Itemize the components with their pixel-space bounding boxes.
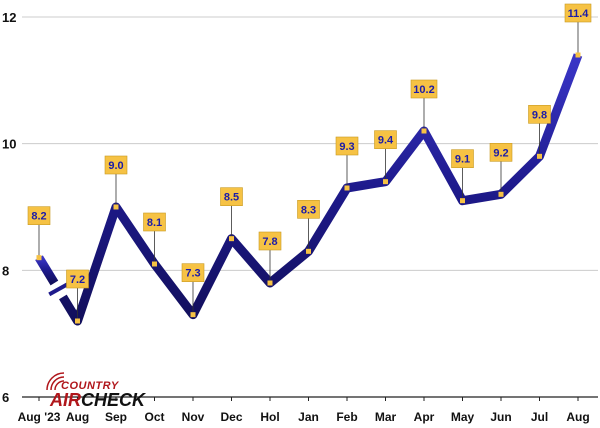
x-tick-label: Aug [66, 410, 89, 424]
x-tick-label: May [451, 410, 475, 424]
data-label-box [258, 231, 282, 251]
data-label: 8.2 [31, 211, 46, 223]
point-marker [460, 198, 465, 204]
data-label: 9.4 [378, 135, 394, 147]
data-label-box [489, 143, 513, 162]
series-line [35, 53, 583, 326]
x-tick-label: Dec [220, 410, 242, 424]
x-tick-label: Apr [414, 410, 435, 424]
gridlines [22, 16, 598, 398]
x-tick-label: Nov [182, 410, 205, 424]
data-label-box [66, 269, 89, 289]
x-tick-label: Sep [105, 410, 127, 424]
data-label: 9.8 [532, 109, 547, 121]
x-tick-label: Aug '23 [18, 410, 61, 424]
data-label: 7.3 [185, 268, 200, 280]
data-label-box [181, 263, 205, 282]
y-tick-label: 8 [2, 263, 9, 278]
point-marker [36, 255, 42, 261]
data-label-box [528, 105, 551, 124]
point-marker [498, 191, 504, 197]
y-tick-label: 12 [2, 10, 16, 25]
point-marker [75, 318, 80, 324]
logo-country-text: COUNTRY [61, 380, 120, 392]
data-label: 9.0 [108, 160, 123, 172]
x-tick-label: Mar [375, 410, 397, 424]
data-label-box [104, 155, 128, 175]
point-marker [575, 52, 581, 58]
x-tick-label: Jul [531, 410, 548, 424]
x-axis-ticks: Aug '23 Aug Sep Oct Nov Dec Hol Jan Feb Mar Apr May… [18, 397, 590, 424]
data-label: 7.8 [262, 236, 277, 248]
data-label: 9.2 [493, 147, 508, 159]
data-label-box [451, 149, 474, 168]
logo-check: CHECK [81, 390, 147, 410]
y-tick-label: 6 [2, 390, 9, 405]
point-marker [113, 204, 119, 210]
x-tick-label: Feb [336, 410, 357, 424]
x-tick-label: Aug [566, 410, 589, 424]
data-label: 8.5 [224, 192, 239, 204]
data-label-box [143, 212, 166, 232]
country-aircheck-logo: COUNTRY AIRCHECK [46, 372, 147, 410]
point-marker [306, 248, 311, 254]
data-label: 9.3 [339, 141, 354, 153]
y-axis-ticks: 6 8 10 12 [2, 10, 16, 405]
broadcast-waves-icon [46, 372, 65, 391]
x-tick-label: Hol [260, 410, 279, 424]
data-label: 7.2 [70, 274, 85, 286]
x-tick-label: Jan [298, 410, 319, 424]
data-label: 8.1 [147, 217, 162, 229]
data-label-box [335, 136, 359, 156]
point-marker [267, 280, 273, 286]
point-marker [383, 179, 388, 185]
x-tick-label: Jun [490, 410, 511, 424]
data-label-box [564, 3, 592, 23]
axis-break-mark [48, 282, 69, 297]
series-line-segment [35, 255, 59, 286]
point-marker [152, 261, 157, 267]
data-label: 9.1 [455, 154, 470, 166]
point-marker [537, 153, 542, 159]
logo-aircheck-text: AIRCHECK [49, 390, 147, 410]
data-label-box [410, 79, 438, 99]
point-marker [229, 236, 234, 242]
data-label-box [220, 187, 243, 206]
data-label: 10.2 [413, 84, 434, 96]
y-tick-label: 10 [2, 137, 16, 152]
data-labels: 8.2 7.2 9.0 8.1 7.3 8.5 7.8 8.3 9.3 9.4 10.2 9.1 9.2… [27, 3, 592, 289]
data-label-box [297, 200, 320, 219]
data-label: 8.3 [301, 204, 316, 216]
point-markers [36, 52, 581, 324]
logo-air: AIR [49, 390, 81, 410]
data-label-box [27, 206, 51, 225]
data-label: 11.4 [568, 8, 590, 20]
data-label-box [374, 130, 397, 149]
point-marker [190, 312, 196, 318]
point-marker [421, 128, 427, 134]
point-marker [344, 185, 350, 191]
x-tick-label: Oct [144, 410, 164, 424]
label-leaders [38, 21, 579, 321]
